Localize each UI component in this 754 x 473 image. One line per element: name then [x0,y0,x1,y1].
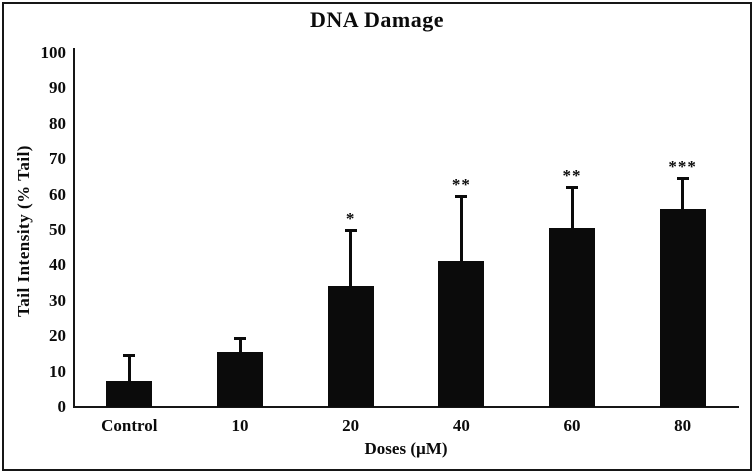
error-bar-cap [123,354,136,358]
y-tick-label: 10 [49,361,66,381]
bar [659,209,706,407]
y-tick-label: 40 [49,255,66,275]
x-tick-label: 60 [563,416,581,435]
bar [217,352,263,407]
bar [438,261,485,407]
y-tick-label: 100 [40,43,67,62]
x-axis-title: Doses (µM) [364,439,448,458]
y-tick-label: 60 [49,184,66,204]
y-tick-label: 20 [49,326,66,346]
x-axis-line [73,406,739,408]
error-bar [681,178,685,210]
error-bar [570,186,574,228]
y-tick-label: 0 [57,397,67,416]
error-bar [127,355,131,381]
chart-title: DNA Damage [310,7,444,32]
significance-label: *** [668,157,697,177]
y-tick-label: 80 [49,113,66,133]
x-tick-label: Control [101,416,158,435]
significance-label: * [345,208,356,228]
x-tick-label: 80 [674,416,692,435]
y-tick-label: 70 [49,149,66,169]
y-axis-line [73,48,75,408]
x-tick-label: 10 [231,416,249,435]
error-bar-cap [676,177,689,181]
bar [327,285,374,407]
x-tick-label: 20 [342,416,360,435]
y-tick-label: 50 [49,220,66,239]
significance-label: ** [562,165,582,185]
error-bar [349,229,353,286]
x-tick-label: 40 [452,416,470,435]
error-bar-cap [344,228,357,232]
y-tick-label: 30 [49,290,66,310]
significance-label: ** [451,174,471,194]
bar [549,227,595,407]
error-bar [459,195,463,262]
error-bar-cap [234,336,246,340]
error-bar [238,337,242,353]
error-bar-cap [455,194,468,198]
y-tick-label: 90 [49,78,66,98]
error-bar-cap [566,185,578,189]
bar [106,380,153,407]
